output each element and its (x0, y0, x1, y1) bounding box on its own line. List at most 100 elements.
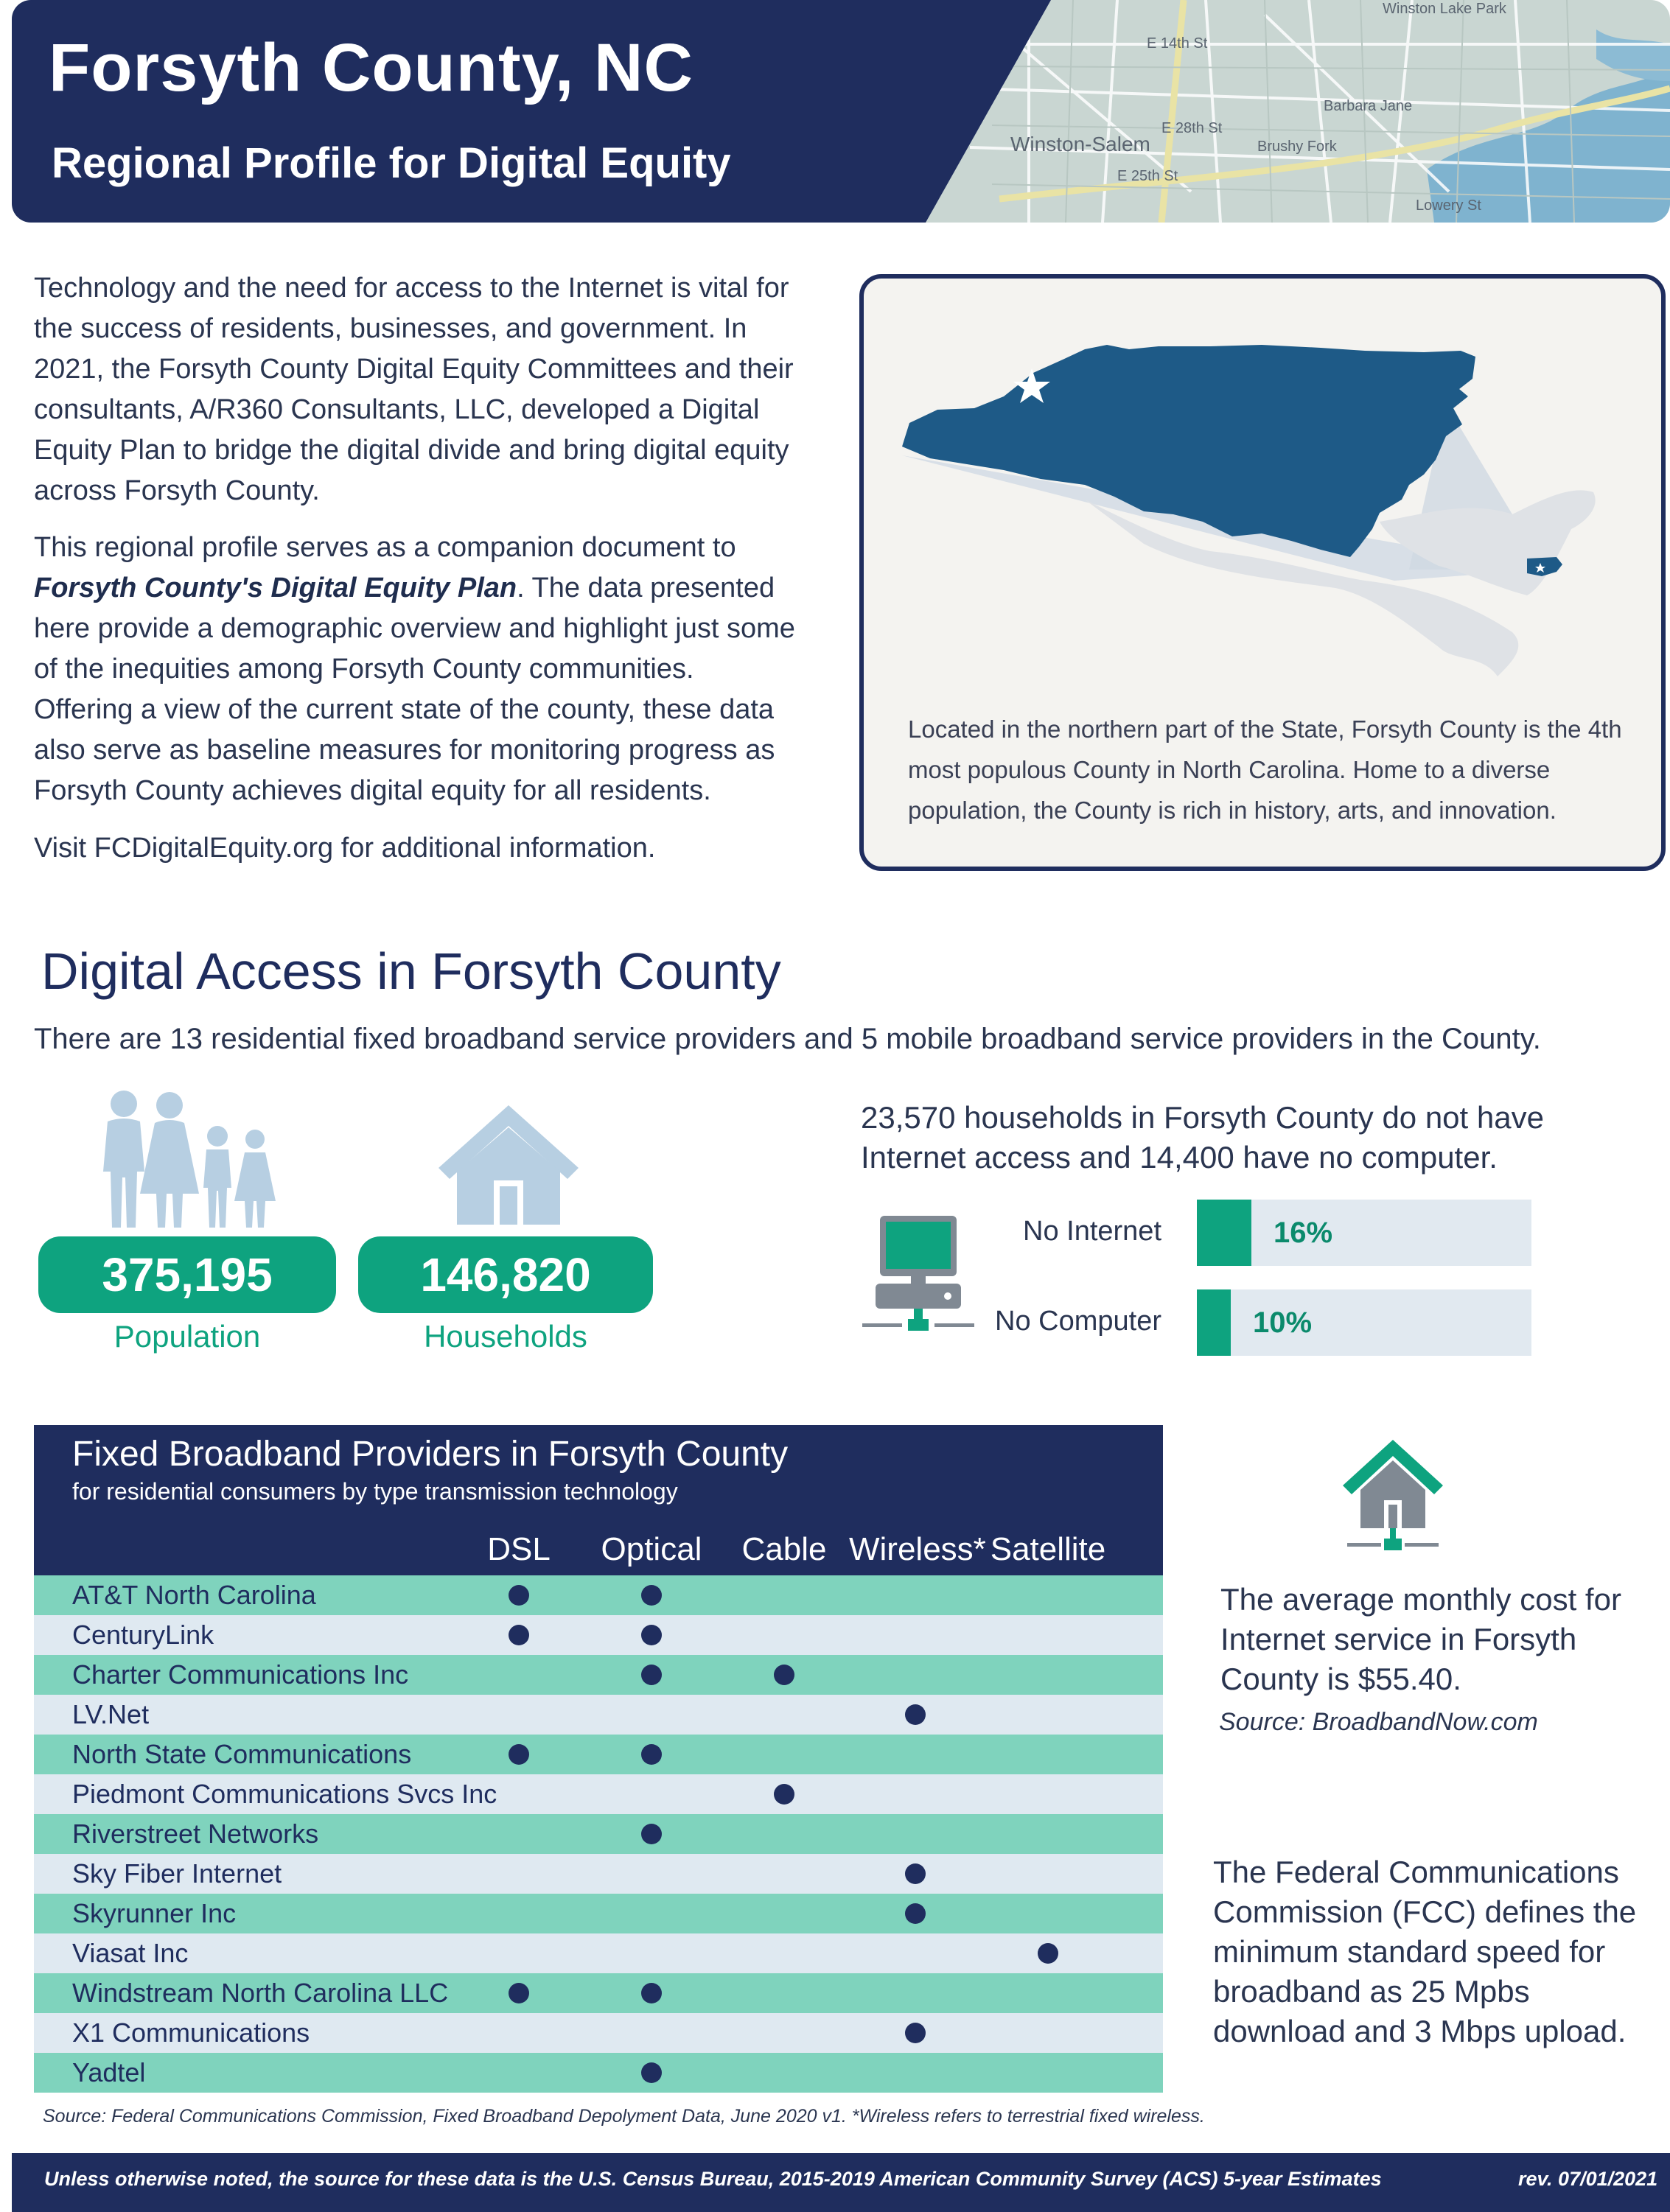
technology-dot (1038, 1943, 1058, 1964)
technology-dot (509, 1983, 529, 2003)
provider-name: Charter Communications Inc (72, 1659, 409, 1690)
column-header: DSL (487, 1531, 551, 1567)
internet-cost-text: The average monthly cost for Internet se… (1220, 1582, 1621, 1696)
table-row: Piedmont Communications Svcs Inc (34, 1774, 1163, 1814)
technology-dot (641, 1665, 662, 1685)
map-label-brushy-fork: Brushy Fork (1257, 139, 1338, 155)
provider-name: CenturyLink (72, 1620, 214, 1650)
fcc-broadband-definition: The Federal Communications Commission (F… (1213, 1855, 1637, 2048)
house-icon (439, 1105, 579, 1225)
provider-name: Windstream North Carolina LLC (72, 1978, 449, 2008)
table-row: Riverstreet Networks (34, 1814, 1163, 1854)
providers-table-title: Fixed Broadband Providers in Forsyth Cou… (72, 1435, 789, 1474)
bar-track: 16% (1197, 1200, 1531, 1266)
households-access-text: 23,570 households in Forsyth County do n… (861, 1100, 1544, 1175)
provider-name: Viasat Inc (72, 1938, 189, 1968)
digital-equity-plan-title: Forsyth County's Digital Equity Plan (34, 573, 517, 603)
population-label: Population (113, 1319, 261, 1354)
technology-dot (774, 1784, 794, 1805)
map-label-lowery: Lowery St (1416, 197, 1481, 214)
map-caption: Located in the northern part of the Stat… (908, 715, 1622, 824)
intro-paragraph-1: Technology and the need for access to th… (34, 273, 794, 506)
provider-name: Piedmont Communications Svcs Inc (72, 1779, 497, 1809)
households-label: Households (424, 1319, 587, 1354)
table-row: Yadtel (34, 2053, 1163, 2093)
table-row: North State Communications (34, 1735, 1163, 1774)
page-title: Forsyth County, NC (49, 30, 693, 105)
header-banner: Winston-Salem Winston Lake Park E 14th S… (12, 0, 1670, 223)
home-network-icon (1343, 1440, 1443, 1550)
footer-revision: rev. 07/01/2021 (1518, 2168, 1658, 2190)
technology-dot (641, 1585, 662, 1606)
provider-name: North State Communications (72, 1739, 412, 1769)
footer-source-note: Unless otherwise noted, the source for t… (44, 2168, 1382, 2190)
provider-name: Sky Fiber Internet (72, 1858, 282, 1889)
technology-dot (905, 1704, 926, 1725)
forsyth-county-star-icon (1013, 368, 1050, 403)
technology-dot (641, 2062, 662, 2083)
map-label-barbara-jane: Barbara Jane (1324, 98, 1412, 114)
table-row: Charter Communications Inc (34, 1655, 1163, 1695)
bar-percent: 10% (1253, 1306, 1313, 1339)
technology-dot (641, 1625, 662, 1645)
page-subtitle: Regional Profile for Digital Equity (52, 139, 731, 187)
technology-dot (641, 1983, 662, 2003)
header-street-map: Winston-Salem Winston Lake Park E 14th S… (12, 0, 1670, 223)
intro-paragraph-3: Visit FCDigitalEquity.org for additional… (34, 833, 656, 864)
map-label-e14th: E 14th St (1147, 35, 1208, 52)
table-row: Sky Fiber Internet (34, 1854, 1163, 1894)
table-row: AT&T North Carolina (34, 1575, 1163, 1615)
technology-dot (509, 1744, 529, 1765)
map-label-e25th: E 25th St (1117, 168, 1178, 184)
bar-fill (1197, 1289, 1231, 1356)
providers-table-source: Source: Federal Communications Commissio… (43, 2106, 1205, 2127)
column-header: Satellite (990, 1531, 1106, 1567)
provider-name: X1 Communications (72, 2017, 310, 2048)
table-row: CenturyLink (34, 1615, 1163, 1655)
small-star-icon (1535, 563, 1545, 573)
technology-dot (641, 1744, 662, 1765)
north-carolina-shape (902, 345, 1475, 557)
digital-access-subtitle: There are 13 residential fixed broadband… (34, 1023, 1541, 1055)
map-label-winston-salem: Winston-Salem (1010, 133, 1150, 155)
provider-name: Riverstreet Networks (72, 1819, 319, 1849)
provider-name: AT&T North Carolina (72, 1580, 316, 1610)
intro-p2-after: . The data presented here provide a demo… (34, 573, 795, 806)
technology-dot (509, 1625, 529, 1645)
family-icon (103, 1091, 276, 1228)
table-row: Skyrunner Inc (34, 1894, 1163, 1933)
column-header: Cable (741, 1531, 827, 1567)
provider-name: Yadtel (72, 2057, 146, 2087)
north-carolina-map (902, 345, 1596, 676)
table-row: Viasat Inc (34, 1933, 1163, 1973)
provider-name: Skyrunner Inc (72, 1898, 237, 1928)
bar-track: 10% (1197, 1289, 1531, 1356)
bar-label: No Internet (1023, 1216, 1161, 1247)
bar-fill (1197, 1200, 1251, 1266)
location-map-box (859, 274, 1666, 871)
map-label-winston-lake-park: Winston Lake Park (1383, 1, 1507, 17)
table-row: Windstream North Carolina LLC (34, 1973, 1163, 2013)
technology-dot (905, 1903, 926, 1924)
technology-dot (509, 1585, 529, 1606)
technology-dot (641, 1824, 662, 1844)
table-row: X1 Communications (34, 2013, 1163, 2053)
computer-icon (862, 1216, 974, 1331)
internet-cost-source: Source: BroadbandNow.com (1219, 1708, 1538, 1736)
table-row: LV.Net (34, 1695, 1163, 1735)
bar-percent: 16% (1274, 1217, 1333, 1249)
providers-table-header (34, 1425, 1163, 1575)
population-value: 375,195 (38, 1236, 336, 1313)
digital-access-heading: Digital Access in Forsyth County (41, 942, 781, 1000)
column-header: Wireless* (849, 1531, 986, 1567)
intro-paragraph-2: This regional profile serves as a compan… (34, 528, 800, 811)
bar-label: No Computer (995, 1306, 1161, 1337)
provider-name: LV.Net (72, 1699, 150, 1729)
technology-dot (905, 1863, 926, 1884)
map-label-e28th: E 28th St (1161, 120, 1223, 136)
providers-table-subtitle: for residential consumers by type transm… (72, 1478, 678, 1505)
technology-dot (905, 2023, 926, 2043)
households-value: 146,820 (358, 1236, 653, 1313)
footer-bar (12, 2153, 1670, 2212)
technology-dot (774, 1665, 794, 1685)
